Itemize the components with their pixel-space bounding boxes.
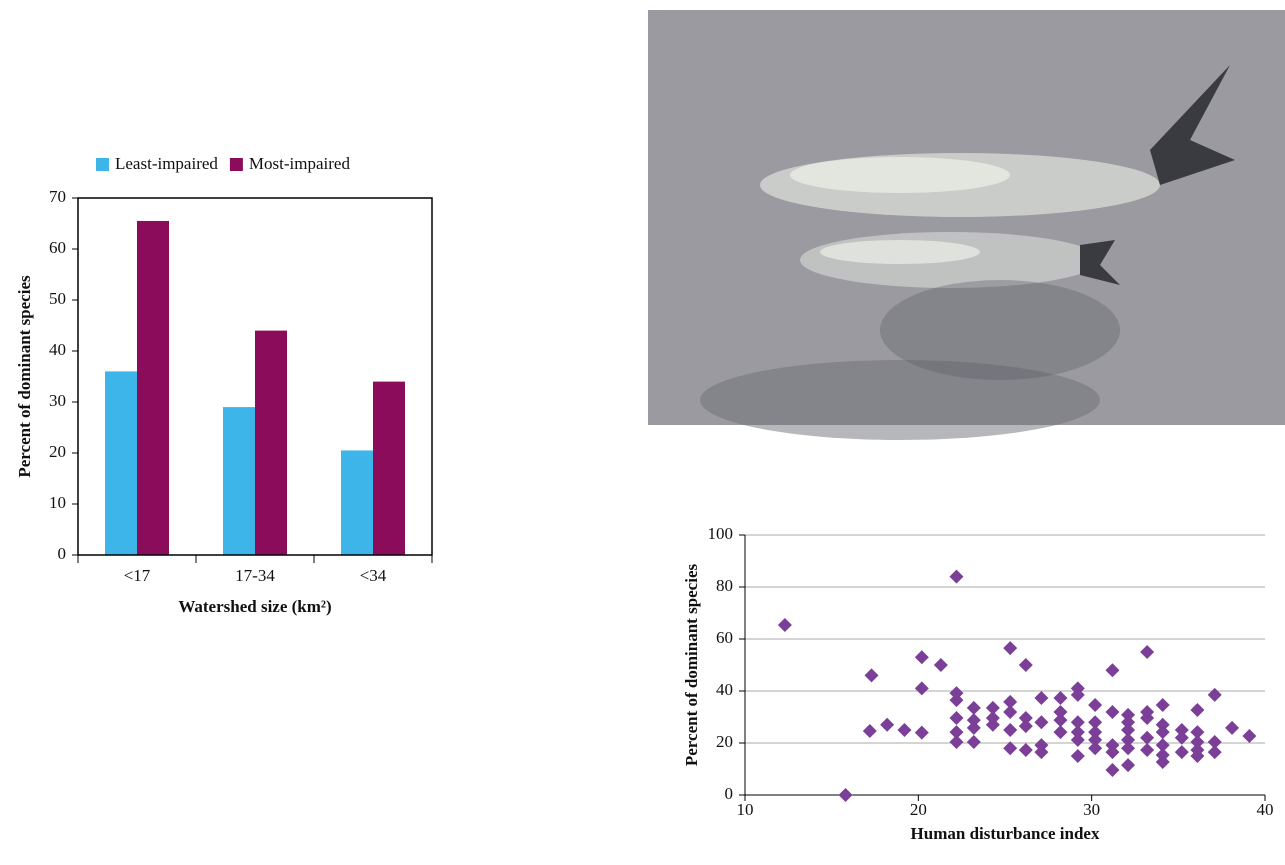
scatter-point	[1003, 723, 1017, 737]
scatter-point	[1053, 713, 1067, 727]
scatter-point	[949, 570, 963, 584]
scatter-point	[1208, 688, 1222, 702]
scatter-point	[967, 735, 981, 749]
scatter-point	[1034, 715, 1048, 729]
scatter-point	[1071, 749, 1085, 763]
scatter-point	[1053, 691, 1067, 705]
scatter-point	[1088, 698, 1102, 712]
y-axis-label: Percent of dominant species	[682, 564, 701, 767]
scatter-point	[897, 723, 911, 737]
scatter-point	[839, 788, 853, 802]
x-tick-label: 40	[1257, 800, 1274, 819]
scatter-point	[1208, 745, 1222, 759]
scatter-point	[949, 735, 963, 749]
scatter-point	[1034, 745, 1048, 759]
scatter-point	[1019, 743, 1033, 757]
scatter-point	[1053, 725, 1067, 739]
scatter-point	[967, 701, 981, 715]
y-axis-label: Percent of dominant species	[15, 275, 34, 478]
fish-photo	[648, 10, 1285, 440]
scatter-point	[1105, 663, 1119, 677]
scatter-point	[1003, 705, 1017, 719]
scatter-point	[1156, 755, 1170, 769]
scatter-point	[1140, 743, 1154, 757]
bar	[105, 371, 137, 555]
y-tick-label: 0	[725, 784, 734, 803]
scatter-point	[1140, 645, 1154, 659]
y-tick-label: 40	[716, 680, 733, 699]
bar	[255, 331, 287, 555]
scatter-point	[1121, 758, 1135, 772]
x-axis-label: Watershed size (km²)	[178, 597, 331, 616]
x-tick-label: <34	[360, 566, 387, 585]
bar	[223, 407, 255, 555]
scatter-point	[915, 681, 929, 695]
y-tick-label: 60	[716, 628, 733, 647]
scatter-point	[880, 718, 894, 732]
y-tick-label: 70	[49, 187, 66, 206]
scatter-point	[915, 726, 929, 740]
y-tick-label: 20	[716, 732, 733, 751]
scatter-point	[949, 711, 963, 725]
scatter-point	[1003, 641, 1017, 655]
legend-label: Most-impaired	[249, 154, 351, 173]
scatter-point	[1071, 733, 1085, 747]
y-tick-label: 80	[716, 576, 733, 595]
y-tick-label: 40	[49, 340, 66, 359]
scatter-point	[967, 721, 981, 735]
x-tick-label: 10	[737, 800, 754, 819]
bar	[341, 450, 373, 555]
scatter-point	[1156, 698, 1170, 712]
scatter-point	[1019, 658, 1033, 672]
scatter-point	[1105, 763, 1119, 777]
scatter-point	[949, 693, 963, 707]
scatter-point	[778, 618, 792, 632]
scatter-point	[1156, 725, 1170, 739]
y-tick-label: 30	[49, 391, 66, 410]
scatter-point	[1242, 729, 1256, 743]
scatter-point	[1105, 745, 1119, 759]
scatter-point	[863, 724, 877, 738]
y-tick-label: 10	[49, 493, 66, 512]
y-tick-label: 50	[49, 289, 66, 308]
legend-swatch	[230, 158, 243, 171]
x-tick-label: 17-34	[235, 566, 275, 585]
bar	[137, 221, 169, 555]
scatter-point	[1190, 703, 1204, 717]
scatter-point	[934, 658, 948, 672]
y-tick-label: 0	[58, 544, 67, 563]
bar	[373, 382, 405, 555]
x-tick-label: 30	[1083, 800, 1100, 819]
scatter-point	[1105, 705, 1119, 719]
page: {"chart_data": [ {"type": "bar", "catego…	[0, 0, 1285, 860]
scatter-point	[865, 668, 879, 682]
x-tick-label: <17	[124, 566, 151, 585]
legend-label: Least-impaired	[115, 154, 218, 173]
scatter-point	[915, 650, 929, 664]
scatter-point	[1225, 721, 1239, 735]
scatter-point	[1034, 691, 1048, 705]
x-tick-label: 20	[910, 800, 927, 819]
scatter-point	[1019, 719, 1033, 733]
y-tick-label: 100	[708, 524, 734, 543]
x-axis-label: Human disturbance index	[911, 824, 1100, 843]
scatter-point	[1175, 745, 1189, 759]
legend-swatch	[96, 158, 109, 171]
y-tick-label: 20	[49, 442, 66, 461]
figure: 010203040506070Percent of dominant speci…	[0, 0, 1285, 860]
y-tick-label: 60	[49, 238, 66, 257]
